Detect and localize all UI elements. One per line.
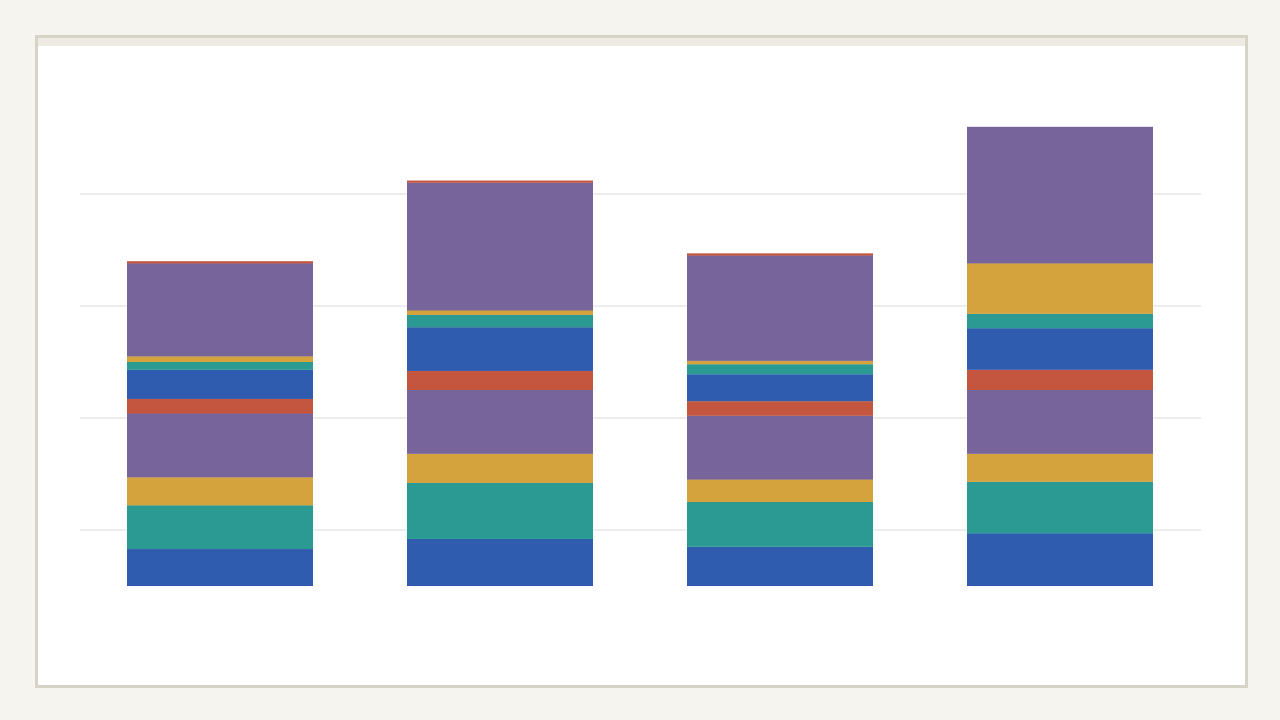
bar-segment-3-3 — [687, 479, 873, 502]
bar-segment-3-10 — [687, 253, 873, 256]
bar-segment-2-7 — [407, 314, 593, 328]
bar-segment-3-8 — [687, 360, 873, 365]
bar-segment-4-3 — [967, 453, 1153, 482]
bar-segment-1-8 — [127, 356, 313, 362]
bar-segment-4-8 — [967, 263, 1153, 314]
bar-segment-2-2 — [407, 482, 593, 539]
bar-segment-3-5 — [687, 401, 873, 416]
bar-segment-1-3 — [127, 477, 313, 506]
bar-segment-2-10 — [407, 180, 593, 183]
bar-segment-3-2 — [687, 502, 873, 547]
bar-segment-3-7 — [687, 364, 873, 375]
bar-segment-4-2 — [967, 481, 1153, 534]
bar-segment-3-6 — [687, 374, 873, 402]
stacked-bar-chart — [80, 126, 1201, 586]
bar-segment-1-6 — [127, 369, 313, 399]
bar-segment-1-9 — [127, 263, 313, 357]
bar-segment-2-6 — [407, 327, 593, 371]
bar-segment-4-7 — [967, 313, 1153, 329]
bar-segment-2-3 — [407, 453, 593, 483]
bar-segment-4-1 — [967, 533, 1153, 586]
bar-segment-1-4 — [127, 413, 313, 478]
bar-segment-2-1 — [407, 538, 593, 586]
chart-frame — [35, 35, 1248, 688]
bar-segment-4-9 — [967, 126, 1153, 264]
bar-segment-3-9 — [687, 255, 873, 361]
bar-segment-2-4 — [407, 390, 593, 454]
bar-segment-4-6 — [967, 328, 1153, 370]
bar-segment-1-7 — [127, 362, 313, 370]
bar-segment-3-1 — [687, 546, 873, 586]
bar-segment-1-1 — [127, 549, 313, 586]
bar-segment-2-9 — [407, 182, 593, 311]
bar-segment-4-5 — [967, 369, 1153, 390]
bar-segment-3-4 — [687, 415, 873, 480]
bar-segment-2-8 — [407, 310, 593, 315]
bar-segment-2-5 — [407, 370, 593, 390]
bar-segment-1-2 — [127, 505, 313, 550]
frame-top-strip — [38, 38, 1245, 46]
bars — [127, 126, 1153, 586]
bar-segment-4-4 — [967, 390, 1153, 454]
bar-segment-1-10 — [127, 261, 313, 264]
bar-segment-1-5 — [127, 398, 313, 414]
